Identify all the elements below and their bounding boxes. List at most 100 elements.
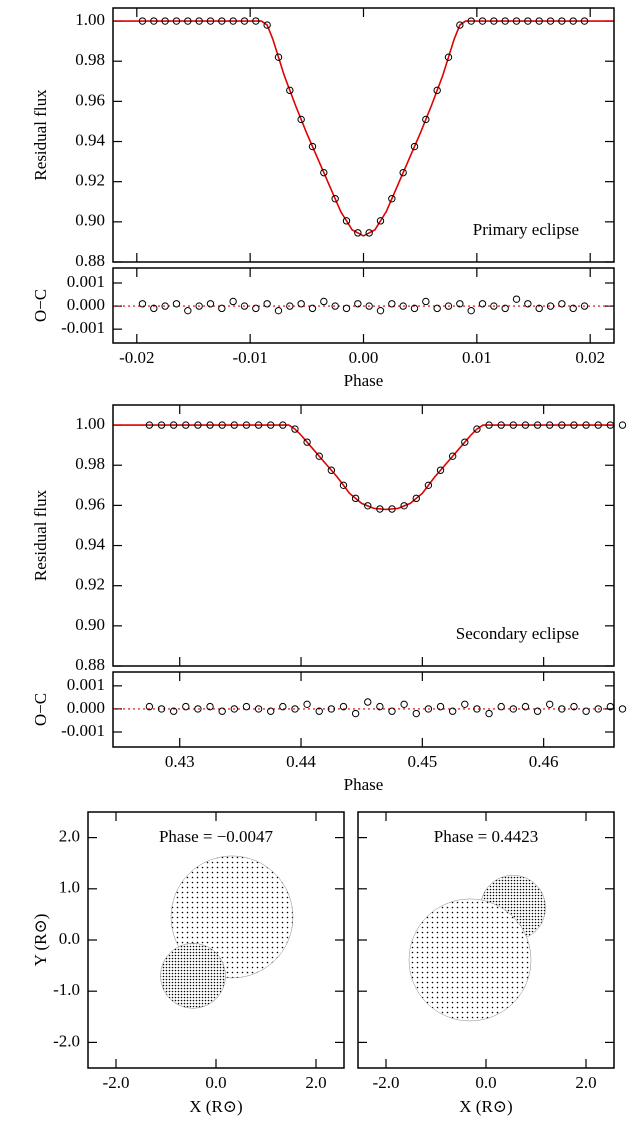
x-tick-label: 0.43 bbox=[165, 752, 195, 771]
residual-point bbox=[364, 698, 372, 706]
residual-point bbox=[206, 702, 214, 711]
x-tick-label: 0.0 bbox=[475, 1073, 496, 1092]
residual-point bbox=[194, 705, 202, 713]
plot-frame bbox=[357, 811, 615, 1069]
residual-point bbox=[376, 702, 384, 711]
data-point bbox=[172, 17, 181, 25]
residual-point bbox=[456, 300, 464, 308]
y-tick-label: 0.94 bbox=[75, 130, 105, 149]
y-tick-label: 0.88 bbox=[75, 251, 105, 270]
x-axis-label: Phase bbox=[344, 371, 384, 390]
residual-point bbox=[399, 302, 407, 310]
panel-title: Phase = 0.4423 bbox=[434, 827, 539, 846]
data-point bbox=[354, 229, 362, 237]
data-point bbox=[218, 17, 226, 25]
model-curve bbox=[113, 20, 614, 237]
residual-point bbox=[254, 705, 263, 713]
residual-point bbox=[478, 300, 487, 308]
residual-point bbox=[184, 306, 192, 315]
y-tick-label: -2.0 bbox=[53, 1031, 80, 1050]
residual-point bbox=[558, 300, 566, 308]
plot-frame bbox=[87, 811, 345, 1069]
residual-point bbox=[509, 705, 518, 713]
y-axis-label: O−C bbox=[31, 693, 50, 726]
residual-point bbox=[308, 304, 317, 313]
model-curve bbox=[113, 424, 614, 511]
annotation: Primary eclipse bbox=[473, 220, 579, 239]
data-point bbox=[412, 494, 420, 503]
residual-point bbox=[297, 300, 305, 308]
data-point bbox=[230, 421, 239, 429]
data-point bbox=[240, 17, 249, 25]
data-point bbox=[291, 425, 299, 433]
x-tick-label: 2.0 bbox=[305, 1073, 326, 1092]
residual-point bbox=[172, 300, 181, 308]
y-tick-label: 0.98 bbox=[75, 454, 105, 473]
y-tick-label: 0.88 bbox=[75, 655, 105, 674]
data-point bbox=[327, 466, 336, 474]
data-point bbox=[286, 86, 294, 95]
residual-point bbox=[582, 707, 590, 715]
x-axis-label: Phase bbox=[344, 775, 384, 794]
residual-point bbox=[412, 709, 420, 718]
data-point bbox=[473, 425, 481, 433]
data-point bbox=[376, 505, 384, 513]
residual-point bbox=[263, 300, 271, 308]
x-axis-label: X (R⊙) bbox=[189, 1097, 242, 1116]
residual-point bbox=[279, 702, 287, 711]
y-tick-label: 0.96 bbox=[75, 90, 105, 109]
residual-point bbox=[461, 700, 469, 709]
plot-frame bbox=[112, 671, 615, 748]
data-point bbox=[410, 142, 419, 151]
data-point bbox=[497, 421, 505, 429]
residual-point bbox=[485, 709, 493, 718]
data-point bbox=[342, 217, 351, 225]
residual-point bbox=[365, 302, 373, 310]
residual-point bbox=[291, 705, 299, 713]
residual-point bbox=[303, 700, 311, 709]
data-point bbox=[580, 17, 589, 25]
residual-point bbox=[618, 705, 627, 713]
data-point bbox=[485, 421, 493, 429]
data-point bbox=[252, 17, 260, 25]
data-point bbox=[424, 481, 433, 490]
data-point bbox=[263, 21, 271, 29]
data-point bbox=[618, 421, 627, 429]
residual-point bbox=[161, 302, 169, 310]
data-point bbox=[436, 466, 445, 474]
data-point bbox=[331, 195, 339, 203]
data-point bbox=[279, 421, 287, 429]
y-tick-label: 0.96 bbox=[75, 494, 105, 513]
data-point bbox=[569, 17, 577, 25]
residual-point bbox=[150, 304, 158, 313]
residual-point bbox=[169, 707, 178, 715]
residual-point bbox=[546, 700, 554, 709]
data-point bbox=[138, 17, 147, 25]
residual-point bbox=[533, 707, 542, 715]
residual-point bbox=[266, 707, 275, 715]
data-point bbox=[320, 168, 328, 177]
y-axis-label: Y (R⊙) bbox=[31, 914, 50, 967]
residual-point bbox=[218, 707, 226, 715]
residual-point bbox=[400, 700, 408, 709]
plot-frame bbox=[112, 7, 615, 263]
y-tick-label: -1.0 bbox=[53, 980, 80, 999]
residual-point bbox=[448, 707, 457, 715]
x-tick-label: -2.0 bbox=[103, 1073, 130, 1092]
residual-point bbox=[354, 300, 362, 308]
x-tick-label: -0.02 bbox=[119, 348, 154, 367]
data-point bbox=[376, 217, 385, 225]
data-point bbox=[444, 53, 453, 61]
residual-point bbox=[594, 705, 602, 713]
residual-point bbox=[242, 702, 251, 711]
residual-point bbox=[422, 297, 430, 306]
data-point bbox=[388, 505, 396, 513]
residual-point bbox=[473, 705, 481, 713]
data-point bbox=[582, 421, 590, 429]
residual-point bbox=[424, 705, 433, 713]
data-point bbox=[422, 115, 430, 124]
residual-point bbox=[274, 306, 283, 315]
y-tick-label: 0.0 bbox=[59, 929, 80, 948]
x-tick-label: -0.01 bbox=[232, 348, 267, 367]
